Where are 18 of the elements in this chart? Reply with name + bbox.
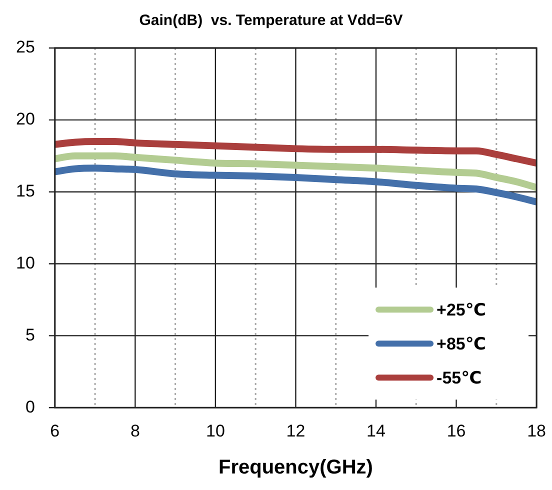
x-tick-label: 6: [50, 421, 60, 440]
chart-title: Gain(dB) vs. Temperature at Vdd=6V: [139, 12, 403, 30]
legend-label: +25℃: [436, 300, 486, 320]
x-tick-label: 14: [366, 421, 386, 440]
y-tick-label: 25: [16, 38, 35, 57]
y-tick-label: 0: [25, 397, 35, 416]
x-axis-title: Frequency(GHz): [218, 456, 373, 479]
x-tick-label: 10: [206, 421, 225, 440]
y-tick-label: 20: [16, 110, 35, 129]
x-tick-label: 18: [527, 421, 546, 440]
y-tick-label: 15: [16, 182, 35, 201]
x-tick-label: 16: [446, 421, 466, 440]
x-tick-label: 12: [286, 421, 306, 440]
x-tick-label: 8: [130, 421, 140, 440]
legend-label: +85℃: [436, 334, 486, 354]
y-tick-label: 5: [25, 325, 35, 344]
legend-label: -55℃: [436, 368, 482, 388]
y-tick-label: 10: [16, 253, 35, 272]
